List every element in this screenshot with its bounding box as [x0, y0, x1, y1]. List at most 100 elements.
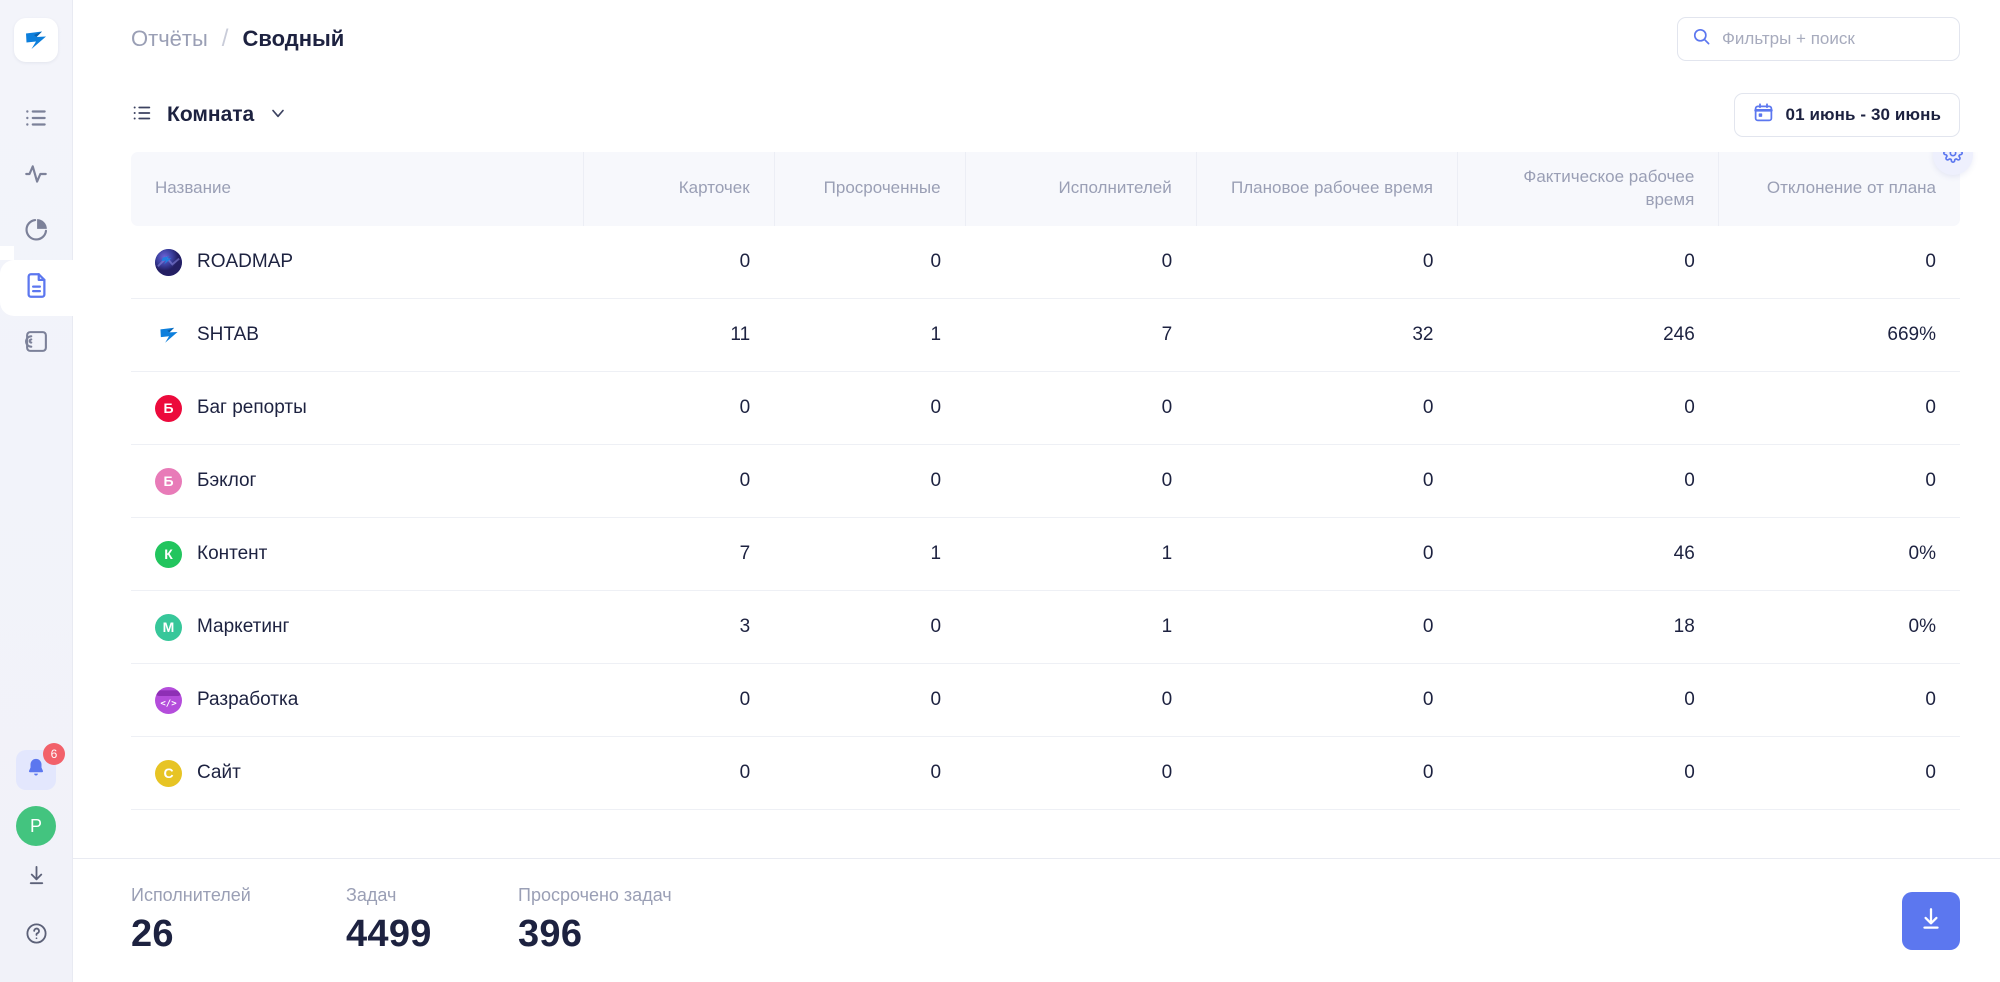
project-avatar: [155, 248, 182, 276]
svg-text:</>: </>: [160, 699, 177, 709]
cell-deviation: 0%: [1718, 517, 1960, 592]
cell-assignees: 7: [965, 298, 1197, 373]
cell-overdue: 0: [774, 590, 966, 665]
sidebar-download-button[interactable]: [8, 852, 64, 904]
list-icon: [23, 105, 49, 136]
column-header-planned[interactable]: Плановое рабочее время: [1196, 152, 1459, 226]
table-row[interactable]: Б Баг репорты 0 0 0 0 0 0: [131, 371, 1960, 446]
cell-deviation: 669%: [1718, 298, 1960, 373]
cell-name: С Сайт: [131, 736, 584, 811]
cell-overdue: 0: [774, 371, 966, 446]
project-name: Сайт: [197, 762, 241, 784]
column-header-cards[interactable]: Карточек: [583, 152, 775, 226]
cell-deviation: 0: [1718, 663, 1960, 738]
project-avatar: К: [155, 540, 182, 568]
column-header-name[interactable]: Название: [131, 152, 584, 226]
help-button[interactable]: [8, 910, 64, 962]
project-avatar: Б: [155, 394, 182, 422]
sidebar-item-analytics[interactable]: [0, 204, 73, 260]
cell-assignees: 0: [965, 444, 1197, 519]
summary-table: Название Карточек Просроченные Исполните…: [131, 152, 1960, 811]
cell-overdue: 0: [774, 225, 966, 300]
table-settings-button[interactable]: [1933, 152, 1973, 175]
cell-deviation: 0: [1718, 371, 1960, 446]
sidebar-bottom: 6 P: [0, 743, 72, 982]
document-icon: [23, 272, 50, 304]
breadcrumb-parent[interactable]: Отчёты: [131, 26, 208, 51]
cell-planned: 32: [1196, 298, 1458, 373]
cell-deviation: 0: [1718, 444, 1960, 519]
group-by-label: Комната: [167, 103, 255, 126]
stat-value: 396: [518, 913, 583, 955]
stat-value: 26: [131, 913, 174, 955]
date-range-picker[interactable]: 01 июнь - 30 июнь: [1733, 93, 1960, 137]
pie-chart-icon: [23, 217, 49, 248]
sidebar-item-tasks[interactable]: [0, 92, 73, 148]
column-header-overdue[interactable]: Просроченные: [774, 152, 966, 226]
search-input[interactable]: [1722, 29, 1945, 49]
table-row[interactable]: М Маркетинг 3 0 1 0 18 0%: [131, 590, 1960, 665]
cell-planned: 0: [1196, 371, 1458, 446]
table-row[interactable]: </> Разработка 0 0 0 0 0 0: [131, 663, 1960, 738]
cell-overdue: 0: [774, 736, 966, 811]
stat-assignees: Исполнителей 26: [131, 885, 346, 956]
cell-actual: 0: [1457, 225, 1719, 300]
cell-overdue: 0: [774, 444, 966, 519]
cell-planned: 0: [1196, 590, 1458, 665]
page-title: Сводный: [242, 26, 345, 51]
cell-actual: 18: [1457, 590, 1719, 665]
stat-tasks: Задач 4499: [346, 885, 518, 956]
table-row[interactable]: С Сайт 0 0 0 0 0 0: [131, 736, 1960, 811]
cell-cards: 7: [583, 517, 775, 592]
cell-cards: 0: [583, 225, 775, 300]
cell-overdue: 1: [774, 298, 966, 373]
gear-icon: [1943, 152, 1963, 168]
sidebar-nav: [0, 92, 73, 372]
table-row[interactable]: К Контент 7 1 1 0 46 0%: [131, 517, 1960, 592]
list-icon: [131, 102, 153, 129]
project-name: ROADMAP: [197, 251, 294, 273]
table-body: ROADMAP 0 0 0 0 0 0 SHTAB 11 1 7 32 246 669% Б Баг репо…: [131, 225, 1960, 811]
cell-actual: 0: [1457, 371, 1719, 446]
cell-overdue: 0: [774, 663, 966, 738]
cell-cards: 3: [583, 590, 775, 665]
project-avatar: Б: [155, 467, 182, 495]
cell-actual: 46: [1457, 517, 1719, 592]
notifications-button[interactable]: 6: [16, 743, 65, 790]
table-head: Название Карточек Просроченные Исполните…: [131, 152, 1960, 226]
column-header-assignees[interactable]: Исполнителей: [965, 152, 1197, 226]
table-row[interactable]: Б Бэклог 0 0 0 0 0 0: [131, 444, 1960, 519]
topbar: Отчёты / Сводный: [73, 0, 2000, 78]
stat-label: Исполнителей: [131, 885, 251, 905]
cell-planned: 0: [1196, 663, 1458, 738]
cell-actual: 0: [1457, 444, 1719, 519]
notification-badge: 6: [43, 743, 65, 765]
project-avatar: С: [155, 759, 182, 787]
column-header-deviation[interactable]: Отклонение от плана: [1718, 152, 1960, 226]
cell-deviation: 0%: [1718, 590, 1960, 665]
table-row[interactable]: SHTAB 11 1 7 32 246 669%: [131, 298, 1960, 373]
group-by-selector[interactable]: Комната: [131, 102, 288, 129]
table-row[interactable]: ROADMAP 0 0 0 0 0 0: [131, 225, 1960, 300]
cell-planned: 0: [1196, 517, 1458, 592]
stats-group: Исполнителей 26 Задач 4499 Просрочено за…: [131, 885, 778, 956]
cell-planned: 0: [1196, 736, 1458, 811]
cell-actual: 246: [1457, 298, 1719, 373]
avatar[interactable]: P: [16, 806, 56, 846]
project-name: SHTAB: [197, 324, 259, 346]
column-header-actual[interactable]: Фактическое рабочее время: [1457, 152, 1720, 226]
export-download-button[interactable]: [1902, 891, 1960, 950]
chevron-down-icon[interactable]: [268, 103, 288, 128]
shtab-logo[interactable]: [14, 18, 58, 62]
cell-cards: 0: [583, 444, 775, 519]
stat-value: 4499: [346, 913, 432, 955]
sidebar-item-activity[interactable]: [0, 148, 73, 204]
sidebar-item-reports[interactable]: [0, 246, 73, 316]
sidebar-item-feed[interactable]: [0, 316, 73, 372]
cell-name: </> Разработка: [131, 663, 584, 738]
main-content: Отчёты / Сводный: [73, 0, 2000, 982]
project-name: Баг репорты: [197, 397, 307, 419]
search-box[interactable]: [1677, 17, 1960, 61]
cell-assignees: 0: [965, 736, 1197, 811]
